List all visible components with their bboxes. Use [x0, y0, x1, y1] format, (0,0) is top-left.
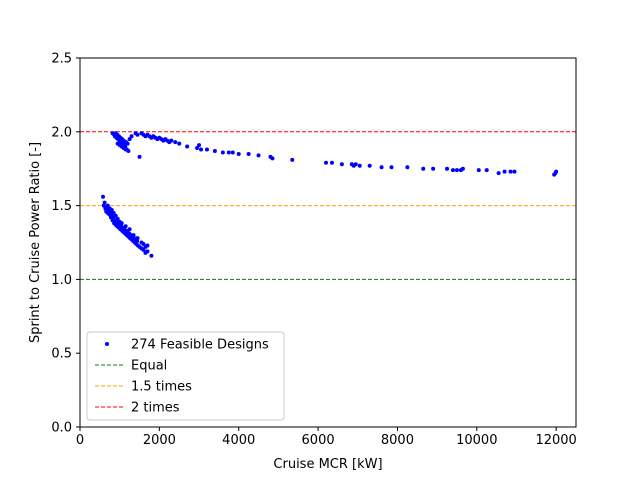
- data-point: [149, 253, 154, 258]
- x-tick-label: 12000: [535, 433, 576, 448]
- data-point: [111, 210, 116, 215]
- data-point: [197, 143, 202, 148]
- data-point: [143, 250, 148, 255]
- data-point: [329, 160, 334, 165]
- legend-label: 274 Feasible Designs: [131, 338, 269, 353]
- data-point: [270, 156, 275, 161]
- data-point: [127, 227, 132, 232]
- data-point: [351, 163, 356, 168]
- data-point: [512, 169, 517, 174]
- x-tick-label: 0: [76, 433, 84, 448]
- y-tick-label: 2.5: [51, 52, 72, 67]
- y-tick-label: 0.5: [51, 347, 72, 362]
- data-point: [119, 221, 124, 226]
- data-point: [109, 208, 114, 213]
- data-point: [220, 150, 225, 155]
- data-point: [367, 163, 372, 168]
- y-tick-label: 2.0: [51, 125, 72, 140]
- data-point: [246, 151, 251, 156]
- data-point: [236, 151, 241, 156]
- y-axis-label: Sprint to Cruise Power Ratio [-]: [28, 142, 43, 343]
- x-tick-label: 2000: [143, 433, 176, 448]
- legend-label: Equal: [131, 359, 167, 374]
- data-point: [102, 200, 107, 205]
- data-point: [476, 168, 481, 173]
- reference-lines: [80, 131, 576, 280]
- data-point: [127, 137, 132, 142]
- data-point: [460, 166, 465, 171]
- plot-area-frame: [79, 57, 577, 428]
- data-point: [141, 241, 146, 246]
- data-point: [137, 154, 142, 159]
- y-tick-label: 1.0: [51, 273, 72, 288]
- legend: 274 Feasible Designs Equal 1.5 times 2 time…: [86, 331, 285, 421]
- data-point: [230, 150, 235, 155]
- data-point: [290, 157, 295, 162]
- legend-label: 2 times: [131, 401, 180, 416]
- data-point: [131, 233, 136, 238]
- y-tick-label: 0.0: [51, 421, 72, 436]
- data-point: [135, 239, 140, 244]
- data-point: [256, 153, 261, 158]
- data-point: [101, 194, 106, 199]
- data-point: [123, 147, 128, 152]
- x-tick-label: 4000: [222, 433, 255, 448]
- data-point: [204, 147, 209, 152]
- data-point: [135, 132, 140, 137]
- data-point: [145, 243, 150, 248]
- data-point: [324, 160, 329, 165]
- data-point: [450, 168, 455, 173]
- x-axis-label: Cruise MCR [kW]: [273, 457, 382, 472]
- data-point: [431, 166, 436, 171]
- x-tick-label: 8000: [381, 433, 414, 448]
- data-point: [135, 236, 140, 241]
- data-point: [445, 166, 450, 171]
- data-point: [508, 169, 513, 174]
- legend-box: [86, 331, 285, 421]
- data-point: [105, 203, 110, 208]
- data-point: [389, 165, 394, 170]
- data-point: [141, 247, 146, 252]
- x-tick-label: 10000: [456, 433, 497, 448]
- data-point: [169, 138, 174, 143]
- x-axis-ticks: 0 2000 4000 6000 8000 10000 12000: [76, 427, 577, 448]
- x-tick-label: 6000: [302, 433, 335, 448]
- data-point: [125, 141, 130, 146]
- data-point: [173, 140, 178, 145]
- data-point: [177, 141, 182, 146]
- data-point: [357, 163, 362, 168]
- legend-label: 1.5 times: [131, 380, 192, 395]
- data-point: [496, 171, 501, 176]
- data-point: [339, 162, 344, 167]
- data-point: [554, 169, 559, 174]
- data-point: [405, 165, 410, 170]
- data-point: [484, 168, 489, 173]
- legend-marker: [105, 342, 109, 346]
- data-point: [199, 147, 204, 152]
- data-point: [212, 148, 217, 153]
- data-point: [129, 134, 134, 139]
- y-axis-ticks: 0.0 0.5 1.0 1.5 2.0 2.5: [51, 52, 80, 436]
- data-point: [115, 216, 120, 221]
- data-point: [185, 144, 190, 149]
- data-point: [226, 150, 231, 155]
- data-point: [195, 146, 200, 151]
- data-point: [454, 168, 459, 173]
- y-tick-label: 1.5: [51, 199, 72, 214]
- data-point: [113, 213, 118, 218]
- data-point: [421, 166, 426, 171]
- data-point: [123, 224, 128, 229]
- data-point: [502, 169, 507, 174]
- data-point: [379, 165, 384, 170]
- scatter-points: [101, 131, 559, 258]
